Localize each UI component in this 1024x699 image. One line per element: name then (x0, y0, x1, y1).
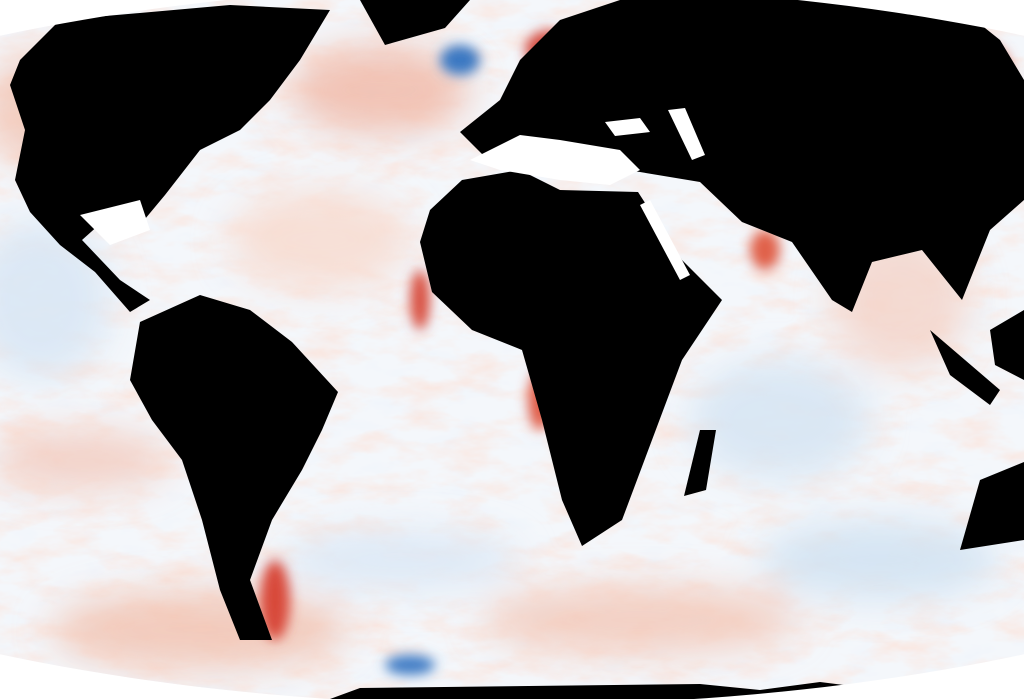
africa (420, 170, 722, 546)
anomaly-patches (0, 45, 1000, 670)
eurasia (460, 0, 1024, 312)
gulf-of-mexico (80, 200, 150, 245)
red-sea (640, 200, 690, 280)
mediterranean (470, 135, 640, 185)
greenland (360, 0, 470, 45)
north-america (10, 5, 330, 312)
madagascar (684, 430, 716, 496)
land (10, 0, 1024, 699)
australia (960, 462, 1024, 550)
southeast-asia (930, 310, 1024, 405)
south-america (130, 295, 338, 640)
caspian-sea (668, 108, 705, 160)
black-sea (605, 118, 650, 136)
inland-seas (80, 108, 705, 280)
